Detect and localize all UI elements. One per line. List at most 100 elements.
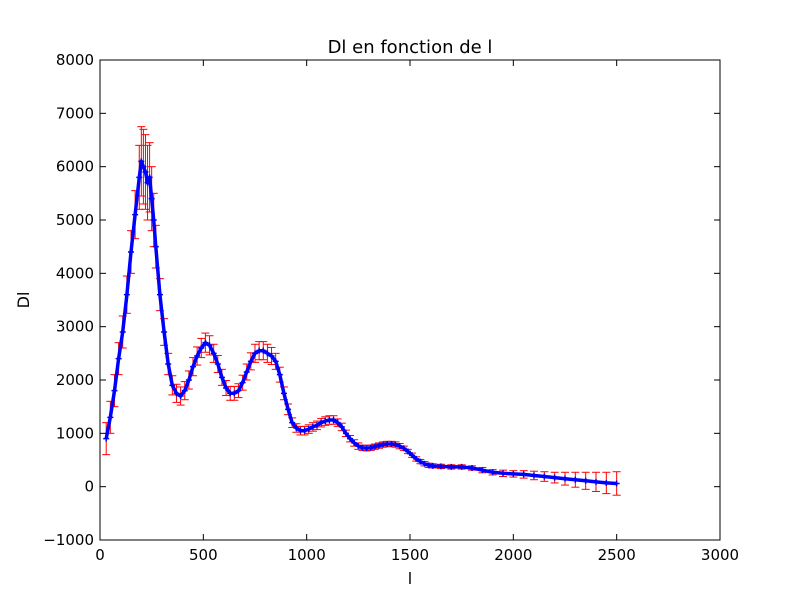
data-point [479, 467, 486, 474]
data-point [123, 291, 130, 298]
data-point [285, 406, 292, 413]
data-point [469, 465, 475, 471]
data-point [214, 361, 221, 367]
data-point [314, 422, 320, 429]
y-axis: −1000 0 1000 2000 3000 4000 5000 6000 7000 8000 [43, 51, 720, 549]
data-point [239, 379, 246, 386]
data-point [142, 169, 149, 175]
data-point [128, 249, 134, 255]
x-tick-label: 1500 [391, 546, 429, 564]
x-tick-label: 3000 [701, 546, 739, 564]
x-tick-label: 2000 [494, 546, 532, 564]
y-tick-label: 6000 [56, 158, 94, 176]
data-point [613, 480, 620, 487]
y-tick-label: 8000 [56, 51, 94, 69]
data-point [301, 427, 308, 434]
data-point [264, 350, 271, 357]
data-point [111, 387, 118, 394]
data-point [194, 353, 201, 359]
x-axis-label: l [408, 569, 412, 588]
y-tick-label: 0 [84, 478, 94, 496]
y-tick-label: 5000 [56, 211, 94, 229]
data-point [438, 463, 444, 470]
data-point [218, 374, 225, 381]
data-point [458, 463, 465, 470]
y-tick-label: −1000 [43, 531, 94, 549]
y-tick-label: 2000 [56, 371, 94, 389]
data-point [309, 423, 316, 430]
data-point [413, 455, 420, 462]
y-tick-label: 4000 [56, 264, 94, 282]
data-point [541, 473, 548, 480]
data-point [140, 163, 147, 170]
y-tick-label: 3000 [56, 318, 94, 336]
data-point [107, 414, 114, 421]
x-tick-label: 1000 [288, 546, 326, 564]
data-point [156, 291, 163, 298]
data-point [181, 387, 188, 394]
data-point [421, 460, 428, 467]
data-point [330, 417, 337, 423]
data-point [210, 350, 217, 357]
data-point [260, 347, 267, 354]
series-layer [102, 126, 621, 496]
data-point [280, 390, 287, 397]
x-tick-label: 0 [95, 546, 105, 564]
chart-title: Dl en fonction de l [328, 37, 493, 58]
data-point [572, 476, 579, 483]
data-point [252, 350, 258, 357]
y-axis-label: Dl [14, 292, 33, 309]
series-line [104, 159, 617, 486]
data-point [235, 387, 242, 394]
data-point [417, 458, 424, 465]
data-point [409, 452, 416, 459]
plot-frame [99, 59, 721, 541]
data-point [342, 430, 349, 437]
x-tick-label: 500 [189, 546, 218, 564]
data-point [148, 195, 155, 202]
data-point [347, 435, 354, 442]
data-point [448, 463, 455, 470]
x-tick-label: 2500 [598, 546, 636, 564]
data-point [334, 419, 341, 426]
data-point [289, 419, 296, 426]
data-point [371, 443, 378, 450]
data-point [144, 179, 151, 186]
data-point [404, 448, 411, 455]
data-point [177, 393, 184, 399]
data-point [318, 419, 325, 426]
data-point [293, 425, 300, 431]
data-point [173, 390, 180, 397]
data-point [582, 477, 589, 484]
data-point [338, 423, 345, 430]
data-point [551, 474, 558, 481]
data-point [223, 385, 230, 391]
errorbar-group [102, 126, 621, 496]
data-point [115, 355, 122, 362]
data-point [206, 342, 213, 349]
data-point [429, 462, 436, 469]
data-point [103, 435, 110, 442]
data-point [243, 369, 250, 375]
y-tick-label: 7000 [56, 104, 94, 122]
data-point [161, 329, 168, 335]
data-point [322, 418, 329, 425]
data-point [562, 475, 568, 482]
data-point [593, 478, 599, 485]
data-point [272, 358, 279, 365]
data-point [152, 243, 159, 250]
data-point [247, 358, 254, 365]
data-point [268, 353, 275, 359]
data-point [305, 426, 312, 433]
data-point [136, 174, 143, 181]
data-point [202, 339, 209, 346]
data-point [231, 390, 238, 397]
data-point [400, 445, 407, 452]
data-point [392, 441, 399, 448]
y-tick-label: 1000 [56, 424, 94, 442]
data-point [198, 345, 205, 351]
data-point [376, 442, 382, 449]
data-point [351, 439, 358, 446]
data-point [489, 469, 496, 476]
